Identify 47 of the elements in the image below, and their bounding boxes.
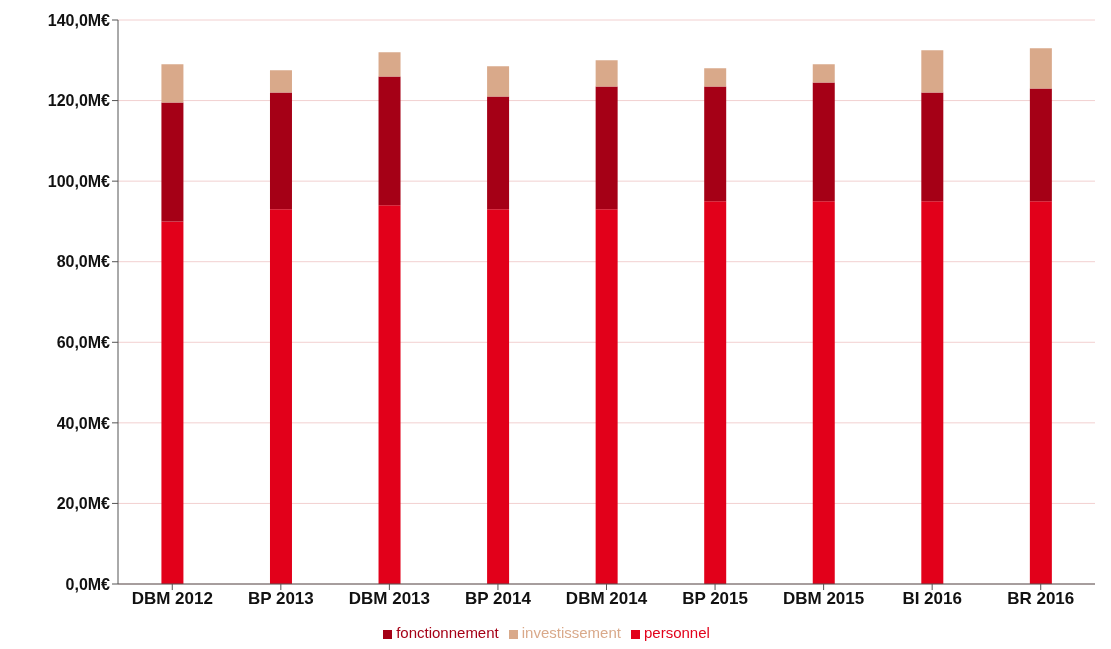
bar xyxy=(487,96,510,210)
bar xyxy=(704,201,727,584)
x-tick-label: BP 2014 xyxy=(465,589,532,609)
x-tick-label: DBM 2013 xyxy=(348,589,431,609)
legend-label: investissement xyxy=(521,624,621,641)
bar xyxy=(269,70,292,93)
bar xyxy=(595,60,618,87)
bar xyxy=(921,92,944,202)
y-tick-label: 80,0M€ xyxy=(56,253,111,271)
x-tick-label: BP 2013 xyxy=(247,589,314,609)
x-tick-label: BP 2015 xyxy=(682,589,748,609)
bar xyxy=(487,209,510,584)
y-tick-label: 140,0M€ xyxy=(47,11,111,29)
bar xyxy=(269,92,292,210)
bar xyxy=(1029,48,1052,89)
bar xyxy=(1029,88,1052,202)
y-tick-label: 120,0M€ xyxy=(47,92,111,110)
x-tick-label: DBM 2014 xyxy=(565,589,648,609)
bar xyxy=(269,209,292,584)
x-tick-label: DBM 2015 xyxy=(782,589,865,609)
x-tick-label: DBM 2012 xyxy=(131,589,213,609)
x-tick-label: BI 2016 xyxy=(902,589,962,609)
bar xyxy=(1029,201,1052,584)
y-tick-label: 20,0M€ xyxy=(56,495,111,513)
y-tick-label: 40,0M€ xyxy=(56,414,111,432)
bar xyxy=(812,64,835,83)
bar xyxy=(704,68,727,87)
bar xyxy=(921,50,944,93)
bar xyxy=(378,52,401,77)
bar xyxy=(378,205,401,584)
bar xyxy=(595,86,618,210)
legend-label: fonctionnement xyxy=(396,624,499,641)
bar xyxy=(161,102,184,222)
bar xyxy=(161,221,184,584)
legend-label: personnel xyxy=(643,624,710,641)
bar xyxy=(921,201,944,584)
bar xyxy=(487,66,510,97)
bar xyxy=(704,86,727,202)
x-tick-label: BR 2016 xyxy=(1007,589,1075,609)
bar xyxy=(812,201,835,584)
y-tick-label: 60,0M€ xyxy=(56,333,111,351)
bar xyxy=(161,64,184,103)
y-tick-label: 0,0M€ xyxy=(65,575,111,593)
y-tick-label: 100,0M€ xyxy=(47,172,111,190)
bar xyxy=(378,76,401,206)
bar xyxy=(812,82,835,202)
bar xyxy=(595,209,618,584)
